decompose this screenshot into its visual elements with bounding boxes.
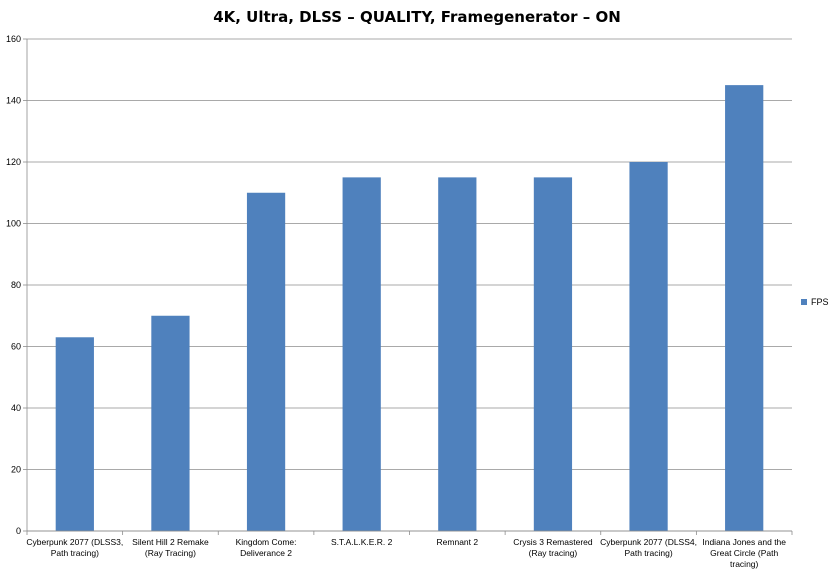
bar-fps-1 [55, 337, 94, 531]
x-category-label: Remnant 2 [437, 537, 479, 547]
y-tick-label: 60 [11, 342, 21, 352]
x-category-label: S.T.A.L.K.E.R. 2 [331, 537, 393, 547]
y-axis: 0 20 40 60 80 100 120 140 160 [6, 34, 28, 536]
x-category-label-line: Indiana Jones and the [702, 537, 786, 547]
y-tick-label: 120 [6, 157, 21, 167]
x-category-label-line: Remnant 2 [437, 537, 479, 547]
y-tick-label: 0 [16, 526, 21, 536]
x-category-label-line: Kingdom Come: [236, 537, 297, 547]
bars [55, 85, 764, 531]
y-tick-label: 40 [11, 403, 21, 413]
x-category-label: Cyberpunk 2077 (DLSS4, Path tracing) [600, 537, 697, 558]
x-category-label: Kingdom Come: Deliverance 2 [236, 537, 297, 558]
x-category-label: Cyberpunk 2077 (DLSS3, Path tracing) [26, 537, 123, 558]
x-category-label-line: Deliverance 2 [240, 548, 292, 558]
bar-fps-7 [629, 162, 668, 531]
x-category-label-line: tracing) [730, 559, 759, 569]
y-tick-label: 140 [6, 96, 21, 106]
legend-label-fps: FPS [811, 297, 829, 307]
x-category-label-line: Crysis 3 Remastered [513, 537, 593, 547]
y-tick-label: 160 [6, 34, 21, 44]
bar-fps-6 [533, 177, 573, 531]
legend-swatch-fps [801, 299, 807, 305]
x-category-label: Crysis 3 Remastered (Ray tracing) [513, 537, 593, 558]
x-category-label-line: Silent Hill 2 Remake [132, 537, 209, 547]
legend: FPS [801, 297, 829, 307]
x-category-label: Silent Hill 2 Remake (Ray Tracing) [132, 537, 209, 558]
x-category-label-line: Path tracing) [624, 548, 672, 558]
x-category-label-line: Path tracing) [51, 548, 99, 558]
chart-title: 4K, Ultra, DLSS – QUALITY, Framegenerato… [213, 8, 621, 26]
bar-fps-8 [725, 85, 764, 531]
x-category-label-line: Great Circle (Path [710, 548, 778, 558]
x-axis: Cyberpunk 2077 (DLSS3, Path tracing)Silen… [26, 530, 793, 569]
y-tick-label: 100 [6, 219, 21, 229]
bar-fps-3 [246, 192, 286, 531]
y-tick-label: 20 [11, 465, 21, 475]
bar-fps-2 [151, 315, 190, 531]
x-category-label-line: (Ray Tracing) [145, 548, 196, 558]
bar-fps-4 [342, 177, 381, 531]
bar-fps-5 [438, 177, 477, 531]
x-category-label-line: Cyberpunk 2077 (DLSS4, [600, 537, 697, 547]
x-category-label-line: (Ray tracing) [529, 548, 578, 558]
x-category-label-line: Cyberpunk 2077 (DLSS3, [26, 537, 123, 547]
x-category-label: Indiana Jones and the Great Circle (Path t… [702, 537, 786, 569]
y-tick-label: 80 [11, 280, 21, 290]
gridlines [27, 38, 792, 532]
x-category-label-line: S.T.A.L.K.E.R. 2 [331, 537, 393, 547]
